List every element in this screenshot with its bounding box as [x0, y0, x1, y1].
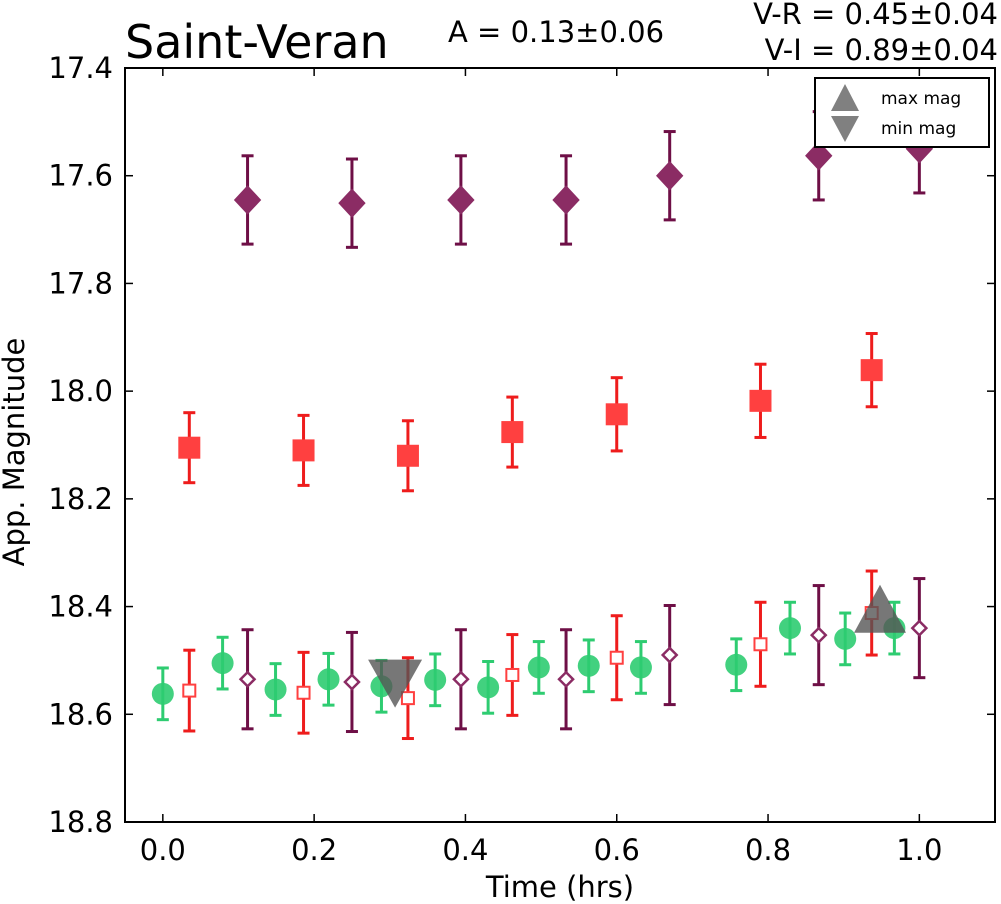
- data-point-v: [211, 652, 234, 675]
- x-tick-label: 0.8: [745, 833, 791, 867]
- data-point-i: [805, 141, 833, 171]
- data-point-r: [292, 439, 315, 462]
- data-point-v: [424, 668, 447, 691]
- data-point-i-shifted: [809, 626, 828, 644]
- data-point-v: [264, 678, 287, 701]
- data-point-r: [396, 444, 419, 467]
- data-point-r-shifted: [296, 685, 311, 700]
- y-tick-label: 18.2: [48, 482, 113, 516]
- plot-frame: [124, 67, 996, 823]
- data-point-r: [501, 421, 524, 444]
- data-point-v: [477, 676, 500, 699]
- data-point-i: [447, 185, 475, 215]
- axes-layer: 0.0 0.2 0.4 0.6 0.8 1.0 17.4 17.6 17.8 18.0 18.2 18…: [48, 51, 995, 867]
- chart-title: Saint-Veran: [125, 15, 389, 69]
- data-point-i-shifted: [557, 670, 575, 689]
- x-tick-label: 0.2: [291, 833, 337, 867]
- data-point-r-shifted: [753, 637, 768, 652]
- data-point-v: [834, 627, 857, 650]
- data-point-i-shifted: [343, 673, 361, 691]
- x-axis-label: Time (hrs): [485, 870, 634, 904]
- legend-label-max-mag: max mag: [881, 89, 961, 109]
- max-mag-legend-icon: [831, 84, 859, 111]
- data-point-r: [749, 389, 772, 412]
- x-tick-label: 0.0: [140, 833, 186, 867]
- v-r-annotation: V-R = 0.45±0.04: [753, 0, 998, 31]
- data-point-r: [178, 436, 201, 459]
- plot-layer: [151, 103, 934, 741]
- data-point-i: [656, 160, 684, 191]
- data-point-i: [552, 185, 580, 215]
- data-point-r-shifted: [609, 650, 624, 665]
- data-point-i: [338, 188, 366, 218]
- data-point-r-shifted: [400, 691, 415, 706]
- data-point-i-shifted: [238, 670, 257, 689]
- data-point-r-shifted: [182, 683, 197, 698]
- data-point-i-shifted: [452, 670, 470, 689]
- data-point-v: [527, 656, 550, 679]
- y-tick-label: 17.6: [48, 159, 113, 193]
- y-tick-label: 18.8: [48, 805, 113, 839]
- data-point-i: [233, 185, 262, 215]
- data-point-r: [605, 403, 628, 426]
- data-point-v: [151, 682, 174, 705]
- x-tick-label: 1.0: [896, 833, 942, 867]
- y-tick-label: 18.0: [48, 374, 113, 408]
- amplitude-annotation: A = 0.13±0.06: [448, 15, 664, 49]
- max-mag-marker: [854, 584, 907, 633]
- legend: max mag min mag: [814, 77, 990, 148]
- min-mag-legend-icon: [831, 116, 859, 142]
- data-point-v: [317, 668, 340, 691]
- x-tick-label: 0.4: [442, 833, 488, 867]
- min-mag-marker: [368, 659, 423, 708]
- y-tick-label: 18.6: [48, 697, 113, 731]
- data-point-r: [860, 359, 883, 382]
- y-axis-label: App. Magnitude: [0, 338, 31, 567]
- data-marks: [151, 103, 934, 741]
- data-point-v: [778, 617, 801, 640]
- data-point-r-shifted: [505, 667, 520, 682]
- y-tick-label: 17.8: [48, 266, 113, 300]
- x-tick-label: 0.6: [594, 833, 640, 867]
- data-point-v: [629, 656, 652, 679]
- data-point-i-shifted: [660, 646, 679, 664]
- legend-label-min-mag: min mag: [881, 119, 956, 139]
- data-point-v: [725, 653, 748, 676]
- v-i-annotation: V-I = 0.89±0.04: [765, 33, 998, 67]
- data-point-i-shifted: [910, 619, 929, 637]
- data-point-v: [577, 654, 600, 677]
- y-tick-label: 18.4: [48, 590, 113, 624]
- y-tick-label: 17.4: [48, 51, 113, 85]
